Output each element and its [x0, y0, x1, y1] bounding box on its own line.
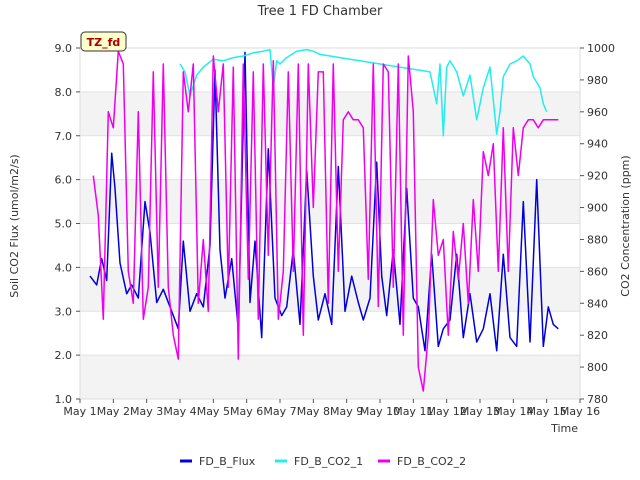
x-axis-label: Time	[550, 422, 578, 435]
tz-badge: TZ_fd	[80, 31, 127, 52]
y-left-tick-label: 1.0	[55, 393, 73, 406]
y-right-tick-label: 800	[587, 361, 608, 374]
y-left-tick-label: 3.0	[55, 305, 73, 318]
tz-badge-label: TZ_fd	[87, 36, 121, 49]
y-axis-left-label: Soil CO2 Flux (umol/m2/s)	[8, 154, 21, 297]
y-left-tick-label: 2.0	[55, 349, 73, 362]
x-tick-label: May 16	[560, 405, 600, 418]
y-right-tick-label: 780	[587, 393, 608, 406]
y-right-tick-label: 940	[587, 138, 608, 151]
x-tick-label: May 4	[163, 405, 196, 418]
x-axis: May 1 May 2 May 3 May 4 May 5 May 6 May 7 May 8…	[63, 399, 600, 418]
legend-label: FD_B_Flux	[199, 455, 256, 468]
series-line-fd-b-flux	[89, 51, 559, 352]
series-layer	[89, 48, 559, 392]
y-left-tick-label: 9.0	[55, 42, 73, 55]
y-right-tick-label: 860	[587, 265, 608, 278]
x-tick-label: May 12	[427, 405, 467, 418]
y-left-tick-label: 7.0	[55, 130, 73, 143]
legend: FD_B_Flux FD_B_CO2_1 FD_B_CO2_2	[180, 455, 466, 468]
x-tick-label: May 13	[460, 405, 500, 418]
x-tick-label: May 2	[97, 405, 130, 418]
x-tick-label: May 10	[360, 405, 400, 418]
y-right-tick-label: 840	[587, 297, 608, 310]
series-line-fd-b-co2-1	[179, 48, 548, 137]
legend-label: FD_B_CO2_2	[397, 455, 466, 468]
x-tick-label: May 9	[330, 405, 363, 418]
y-left-tick-label: 6.0	[55, 174, 73, 187]
y-right-tick-label: 900	[587, 202, 608, 215]
y-axis-left: 1.0 2.0 3.0 4.0 5.0 6.0 7.0 8.0 9.0	[55, 42, 80, 406]
x-tick-label: May 8	[297, 405, 330, 418]
legend-label: FD_B_CO2_1	[294, 455, 363, 468]
y-right-tick-label: 820	[587, 329, 608, 342]
y-right-tick-label: 880	[587, 233, 608, 246]
x-tick-label: May 5	[197, 405, 230, 418]
y-right-tick-label: 960	[587, 106, 608, 119]
x-tick-label: May 3	[130, 405, 163, 418]
y-axis-right: 780 800 820 840 860 880 900 920 940 960 980 1000	[580, 42, 615, 406]
grid-band	[80, 355, 580, 399]
x-tick-label: May 15	[527, 405, 567, 418]
y-axis-right-label: CO2 Concentration (ppm)	[619, 155, 632, 296]
x-tick-label: May 11	[393, 405, 433, 418]
y-left-tick-label: 4.0	[55, 261, 73, 274]
x-tick-label: May 6	[230, 405, 263, 418]
y-right-tick-label: 980	[587, 74, 608, 87]
x-tick-label: May 7	[263, 405, 296, 418]
y-right-tick-label: 920	[587, 170, 608, 183]
y-left-tick-label: 8.0	[55, 86, 73, 99]
y-left-tick-label: 5.0	[55, 218, 73, 231]
x-tick-label: May 14	[493, 405, 533, 418]
series-line-fd-b-co2-2	[92, 50, 559, 392]
chart-title: Tree 1 FD Chamber	[257, 4, 383, 19]
tz-badge-box	[80, 31, 127, 52]
y-right-tick-label: 1000	[587, 42, 615, 55]
x-tick-label: May 1	[63, 405, 96, 418]
